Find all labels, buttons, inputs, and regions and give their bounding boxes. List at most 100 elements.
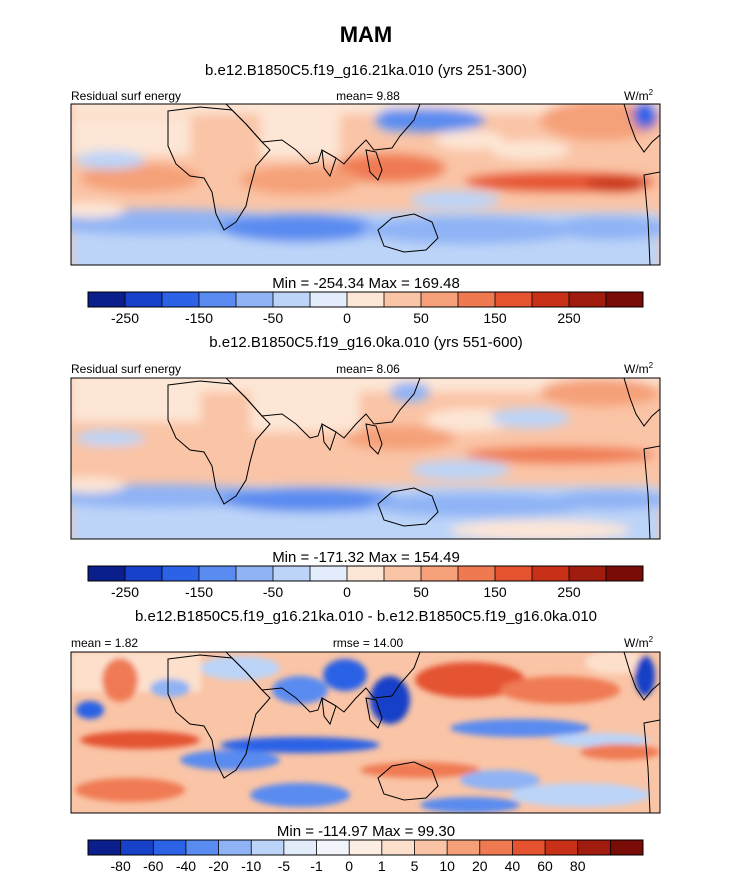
colorbar-tick-label: 40 [505, 858, 521, 874]
panel-1-map [71, 104, 660, 265]
panel-1-left-label: Residual surf energy [71, 89, 181, 103]
colorbar-box [236, 292, 274, 307]
colorbar-tick-label: 50 [413, 584, 429, 600]
colorbar-box [606, 292, 644, 307]
colorbar-tick-label: 0 [345, 858, 353, 874]
colorbar-tick-label: -150 [185, 310, 213, 326]
panel-1-colorbar: -250 -150 -50 0 50 150 250 [87, 291, 644, 326]
panel-3-colorbar: -80 -60 -40 -20 -10 -5 -1 0 1 5 10 20 40 60 80 [87, 839, 644, 874]
colorbar-box [606, 566, 644, 581]
colorbar-box [347, 292, 385, 307]
colorbar-tick-label: -150 [185, 584, 213, 600]
colorbar-tick-label: 150 [483, 310, 507, 326]
colorbar-box [384, 292, 422, 307]
panel-3-map [71, 652, 660, 813]
colorbar-tick-label: -1 [310, 858, 323, 874]
colorbar-box [414, 840, 448, 855]
colorbar-box [153, 840, 187, 855]
colorbar-box [125, 292, 163, 307]
colorbar-box [495, 566, 533, 581]
colorbar-box [236, 566, 274, 581]
colorbar-box [88, 566, 126, 581]
colorbar-box [185, 840, 219, 855]
colorbar-tick-label: 60 [537, 858, 553, 874]
panel-2-map-frame [70, 377, 661, 540]
colorbar-tick-label: -10 [241, 858, 261, 874]
colorbar-tick-label: -60 [143, 858, 163, 874]
colorbar-tick-label: 50 [413, 310, 429, 326]
colorbar-box [447, 840, 481, 855]
panel-3-stats: Min = -114.97 Max = 99.30 [277, 823, 455, 840]
panel-3-land [167, 652, 660, 813]
panel-3-map-frame [70, 651, 661, 814]
panel-2: b.e12.B1850C5.f19_g16.0ka.010 (yrs 551-6… [70, 334, 661, 600]
colorbar-box [577, 840, 611, 855]
panel-2-map [71, 378, 660, 539]
panel-1-units-label: W/m2 [624, 88, 654, 103]
colorbar-box [532, 292, 570, 307]
panel-2-colorbar: -250 -150 -50 0 50 150 250 [87, 565, 644, 600]
colorbar-tick-label: -50 [263, 584, 283, 600]
colorbar-box [88, 840, 121, 855]
colorbar-tick-label: 80 [570, 858, 586, 874]
panel-2-land [167, 378, 660, 539]
colorbar-frame [87, 565, 644, 582]
colorbar-box [347, 566, 385, 581]
colorbar-box [251, 840, 285, 855]
colorbar-tick-label: 10 [439, 858, 455, 874]
colorbar-tick-label: 0 [343, 584, 351, 600]
colorbar-box [421, 292, 459, 307]
colorbar-box [316, 840, 350, 855]
colorbar-tick-label: 0 [343, 310, 351, 326]
panel-1-land [167, 104, 660, 265]
colorbar-tick-label: 1 [378, 858, 386, 874]
colorbar-tick-label: -40 [176, 858, 196, 874]
panel-1-subtitle: b.e12.B1850C5.f19_g16.21ka.010 (yrs 251-… [205, 62, 527, 79]
panel-2-units-label: W/m2 [624, 361, 654, 376]
colorbar-tick-label: -250 [111, 310, 139, 326]
panel-2-left-label: Residual surf energy [71, 362, 181, 376]
colorbar-box [610, 840, 644, 855]
colorbar-box [273, 566, 311, 581]
panel-3-subtitle: b.e12.B1850C5.f19_g16.21ka.010 - b.e12.B… [135, 608, 597, 625]
colorbar-box [88, 292, 126, 307]
panel-1-map-frame [70, 103, 661, 266]
colorbar-tick-label: -250 [111, 584, 139, 600]
colorbar-box [283, 840, 317, 855]
panel-3: b.e12.B1850C5.f19_g16.21ka.010 - b.e12.B… [70, 608, 661, 874]
colorbar-box [310, 292, 348, 307]
colorbar-tick-label: -20 [208, 858, 228, 874]
colorbar-box [495, 292, 533, 307]
panel-2-subtitle: b.e12.B1850C5.f19_g16.0ka.010 (yrs 551-6… [209, 334, 523, 351]
colorbar-box [545, 840, 579, 855]
colorbar-box [458, 292, 496, 307]
colorbar-tick-label: 5 [411, 858, 419, 874]
colorbar-tick-label: 150 [483, 584, 507, 600]
colorbar-box [199, 566, 237, 581]
colorbar-tick-label: -80 [111, 858, 131, 874]
colorbar-box [512, 840, 546, 855]
colorbar-box [532, 566, 570, 581]
panel-1-stats: Min = -254.34 Max = 169.48 [272, 275, 460, 292]
colorbar-box [421, 566, 459, 581]
panel-2-mean-label: mean= 8.06 [336, 362, 400, 376]
panel-1: b.e12.B1850C5.f19_g16.21ka.010 (yrs 251-… [70, 62, 661, 326]
colorbar-box [569, 566, 607, 581]
colorbar-box [120, 840, 154, 855]
panel-1-mean-label: mean= 9.88 [336, 89, 400, 103]
colorbar-frame [87, 839, 644, 856]
colorbar-box [273, 292, 311, 307]
colorbar-box [162, 566, 200, 581]
panel-3-units-label: W/m2 [624, 635, 654, 650]
panel-3-rmse-label: rmse = 14.00 [333, 636, 404, 650]
colorbar-box [162, 292, 200, 307]
colorbar-tick-label: 250 [557, 584, 581, 600]
panel-2-stats: Min = -171.32 Max = 154.49 [272, 549, 460, 566]
colorbar-box [199, 292, 237, 307]
figure-title: MAM [340, 22, 393, 47]
colorbar-frame [87, 291, 644, 308]
colorbar-tick-label: 250 [557, 310, 581, 326]
colorbar-box [218, 840, 252, 855]
colorbar-box [569, 292, 607, 307]
